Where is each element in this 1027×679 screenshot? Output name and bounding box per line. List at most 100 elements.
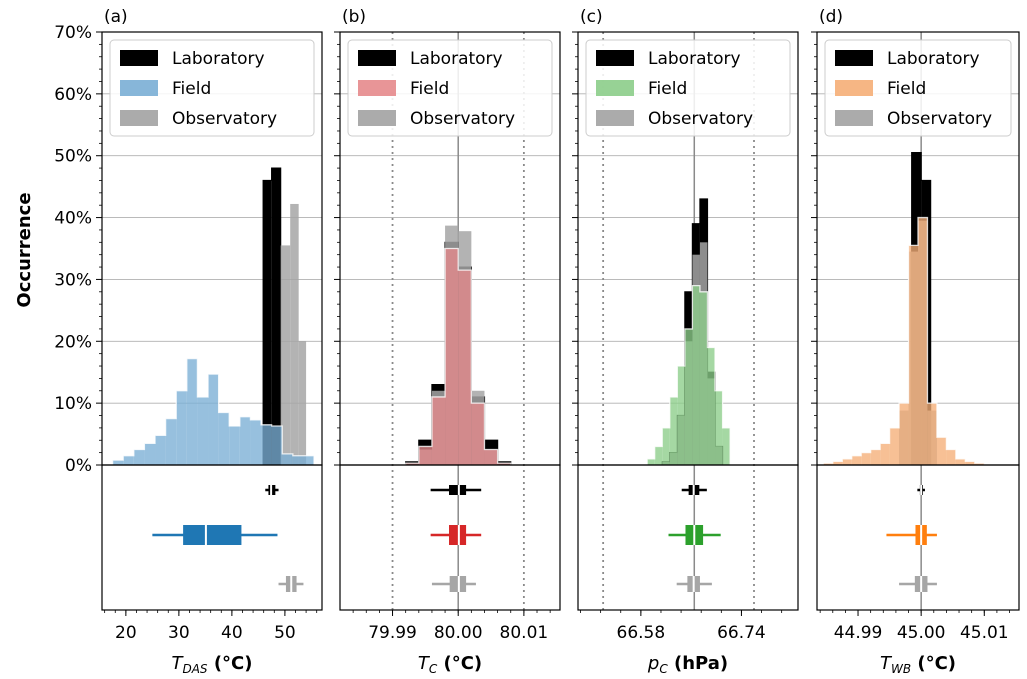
bar-field [946,449,956,465]
bar-field [186,358,198,465]
bar-field [870,449,881,465]
bar-field [918,217,928,465]
bar-field [669,396,678,465]
x-axis-title-subscript: C [659,662,668,676]
bar-laboratory [271,168,281,466]
y-axis-title: Occurrence [14,192,35,307]
bar-field [431,396,446,465]
x-tick-label: 45.01 [960,623,1009,643]
boxplot-axes-frame [816,464,1020,611]
bar-field [955,458,966,465]
boxplot-box-laboratory [449,485,467,495]
bar-field [271,426,283,465]
x-tick-label: 44.99 [834,623,883,643]
bar-field [823,463,833,465]
x-axis-title-unit: (°C) [208,653,253,674]
bar-field [405,463,419,465]
x-tick-label: 50 [274,623,296,643]
bar-field [239,416,251,465]
bar-field [458,270,472,465]
legend-swatch-field [120,80,158,96]
bar-field [647,458,655,465]
laboratory-series-outline [911,152,932,465]
y-tick-label: 40% [54,209,92,229]
legend-label-observatory: Observatory [410,109,515,129]
legend-label-field: Field [648,79,687,99]
boxplot-axes-frame [339,464,561,611]
y-tick-label: 0% [65,456,92,476]
legend-box [109,39,315,137]
bar-field [208,374,219,465]
y-tick-label: 20% [54,332,92,352]
text-layer: Occurrence 0% 10% 20% 30% 40% 50% 60% 70% 20 30 40… [14,7,1009,676]
bar-field [418,446,432,465]
x-axis-title-symbol: T [171,653,184,674]
legend-box [585,39,791,137]
bar-field [112,460,124,465]
bar-field [471,403,485,465]
bar-field [662,427,670,465]
legend-swatch-field [835,80,873,96]
bar-field [908,245,918,465]
panel-label: (a) [104,7,128,27]
bar-field [282,453,293,465]
bar-field [292,455,304,465]
legend-label-laboratory: Laboratory [410,49,503,69]
legend-label-laboratory: Laboratory [172,49,265,69]
legend-swatch-laboratory [120,50,158,66]
bar-field [133,449,145,465]
legend-label-field: Field [172,79,211,99]
bar-field [927,403,937,465]
x-axis-title-unit: (hPa) [668,653,728,674]
legend-swatch-laboratory [596,50,634,66]
legend-swatch-observatory [358,110,396,126]
frame-layer [96,31,1020,616]
bar-field [229,426,240,465]
field-series-outline [646,284,731,465]
x-axis-title-subscript: C [429,662,438,676]
bar-field [880,443,890,465]
legend-label-field: Field [410,79,449,99]
field-series-outline [111,357,315,465]
boxplot-box-field [183,525,242,545]
bar-observatory [290,203,299,465]
legend-label-observatory: Observatory [887,109,992,129]
bar-field [692,285,700,465]
bar-field [250,419,262,465]
bar-field [699,291,708,465]
legend-label-field: Field [887,79,926,99]
legend-swatch-observatory [596,110,634,126]
bar-field [261,424,272,465]
bar-field [677,366,685,465]
x-tick-label: 40 [221,623,243,643]
panel-label: (b) [342,7,366,27]
x-axis-title-symbol: T [418,653,431,674]
bar-laboratory [263,180,272,465]
bar-field [861,452,871,465]
bar-field [832,461,843,465]
bar-field [889,427,900,465]
x-tick-label: 80.00 [434,623,483,643]
bar-field [684,328,693,465]
x-axis-title-unit: (°C) [437,653,482,674]
bar-observatory [280,245,291,465]
bar-field [176,390,187,465]
bar-observatory [298,341,307,465]
legend-label-laboratory: Laboratory [648,49,741,69]
x-axis-title: TC (°C) [418,653,482,676]
legend-label-observatory: Observatory [172,109,277,129]
panel-label: (d) [819,7,843,27]
legend-box [347,39,553,137]
bar-field [144,443,156,465]
bar-field [965,461,975,465]
legend-swatch-observatory [835,110,873,126]
panel-label: (c) [580,7,603,27]
legend-swatch-observatory [120,110,158,126]
legend-label-laboratory: Laboratory [887,49,980,69]
bar-field [936,437,947,465]
bar-field [707,347,716,465]
legend-swatch-laboratory [835,50,873,66]
y-tick-label: 70% [54,23,92,43]
bar-field [899,403,909,465]
